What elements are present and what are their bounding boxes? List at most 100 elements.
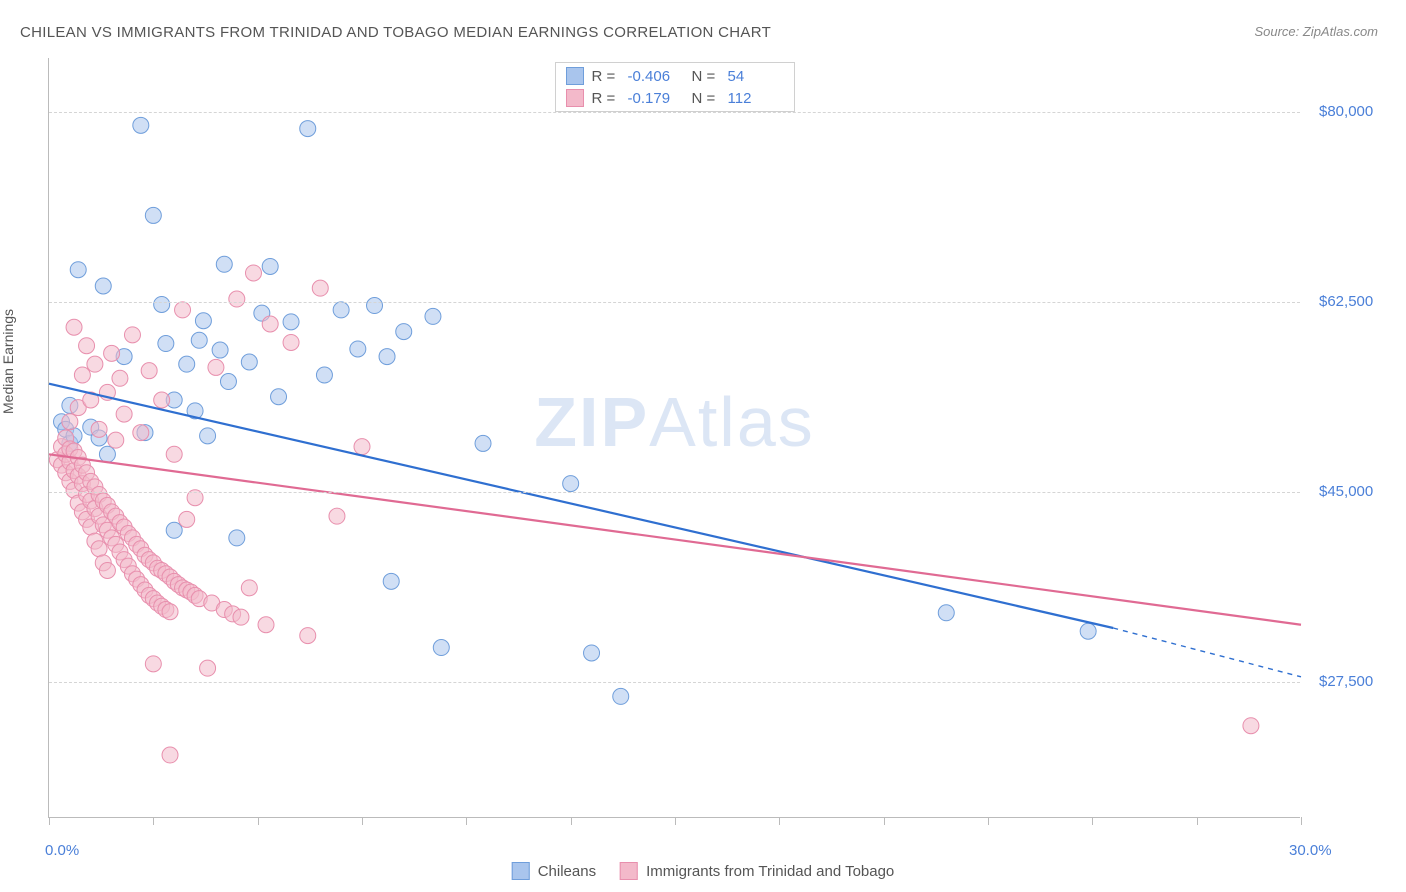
data-point [179, 356, 195, 372]
gridline [49, 682, 1300, 683]
data-point [104, 345, 120, 361]
data-point [99, 562, 115, 578]
data-point [158, 336, 174, 352]
data-point [212, 342, 228, 358]
data-point [195, 313, 211, 329]
legend-r-value: -0.406 [628, 68, 684, 85]
legend-n-label: N = [692, 68, 720, 85]
x-tick [1301, 817, 1302, 825]
x-tick-label: 0.0% [45, 842, 79, 859]
data-point [283, 314, 299, 330]
x-tick [258, 817, 259, 825]
data-point [383, 573, 399, 589]
legend-swatch [566, 67, 584, 85]
series-legend: Chileans Immigrants from Trinidad and Tob… [512, 862, 895, 880]
x-tick [153, 817, 154, 825]
legend-item: Immigrants from Trinidad and Tobago [620, 862, 894, 880]
data-point [613, 688, 629, 704]
data-point [141, 363, 157, 379]
x-tick [362, 817, 363, 825]
data-point [433, 640, 449, 656]
data-point [354, 439, 370, 455]
data-point [1243, 718, 1259, 734]
x-tick [466, 817, 467, 825]
data-point [133, 117, 149, 133]
data-point [70, 262, 86, 278]
data-point [584, 645, 600, 661]
data-point [312, 280, 328, 296]
data-point [91, 541, 107, 557]
data-point [124, 327, 140, 343]
legend-n-value: 54 [728, 68, 784, 85]
source-attribution: Source: ZipAtlas.com [1254, 24, 1378, 39]
legend-swatch [566, 89, 584, 107]
data-point [271, 389, 287, 405]
legend-series-name: Chileans [538, 863, 596, 880]
data-point [66, 319, 82, 335]
data-point [145, 207, 161, 223]
data-point [95, 278, 111, 294]
x-tick [1197, 817, 1198, 825]
data-point [175, 302, 191, 318]
legend-item: Chileans [512, 862, 596, 880]
data-point [316, 367, 332, 383]
data-point [162, 604, 178, 620]
data-point [166, 446, 182, 462]
scatter-svg [49, 58, 1300, 817]
chart-plot-area: ZIPAtlas R =-0.406N =54R =-0.179N =112 $… [48, 58, 1300, 818]
y-tick-label: $27,500 [1319, 673, 1373, 690]
legend-n-value: 112 [728, 90, 784, 107]
data-point [179, 511, 195, 527]
regression-line [49, 384, 1113, 628]
gridline [49, 492, 1300, 493]
x-tick-label: 30.0% [1289, 842, 1332, 859]
data-point [258, 617, 274, 633]
data-point [154, 392, 170, 408]
data-point [108, 432, 124, 448]
data-point [166, 522, 182, 538]
data-point [154, 296, 170, 312]
y-axis-label: Median Earnings [0, 309, 16, 414]
data-point [91, 421, 107, 437]
data-point [208, 359, 224, 375]
data-point [79, 338, 95, 354]
chart-title: CHILEAN VS IMMIGRANTS FROM TRINIDAD AND … [20, 24, 771, 41]
y-tick-label: $62,500 [1319, 293, 1373, 310]
legend-row: R =-0.406N =54 [566, 65, 784, 87]
gridline [49, 302, 1300, 303]
data-point [145, 656, 161, 672]
data-point [938, 605, 954, 621]
data-point [300, 628, 316, 644]
legend-swatch [620, 862, 638, 880]
data-point [87, 356, 103, 372]
data-point [241, 580, 257, 596]
data-point [62, 414, 78, 430]
regression-extrapolation [1113, 628, 1301, 677]
x-tick [571, 817, 572, 825]
legend-r-value: -0.179 [628, 90, 684, 107]
data-point [241, 354, 257, 370]
data-point [262, 258, 278, 274]
data-point [563, 476, 579, 492]
data-point [333, 302, 349, 318]
data-point [200, 428, 216, 444]
data-point [245, 265, 261, 281]
data-point [367, 298, 383, 314]
y-tick-label: $45,000 [1319, 483, 1373, 500]
data-point [200, 660, 216, 676]
data-point [162, 747, 178, 763]
legend-series-name: Immigrants from Trinidad and Tobago [646, 863, 894, 880]
correlation-legend: R =-0.406N =54R =-0.179N =112 [555, 62, 795, 112]
x-tick [884, 817, 885, 825]
data-point [350, 341, 366, 357]
x-tick [49, 817, 50, 825]
data-point [133, 425, 149, 441]
data-point [262, 316, 278, 332]
x-tick [988, 817, 989, 825]
legend-r-label: R = [592, 90, 620, 107]
data-point [379, 349, 395, 365]
data-point [99, 446, 115, 462]
data-point [229, 530, 245, 546]
legend-swatch [512, 862, 530, 880]
data-point [300, 121, 316, 137]
